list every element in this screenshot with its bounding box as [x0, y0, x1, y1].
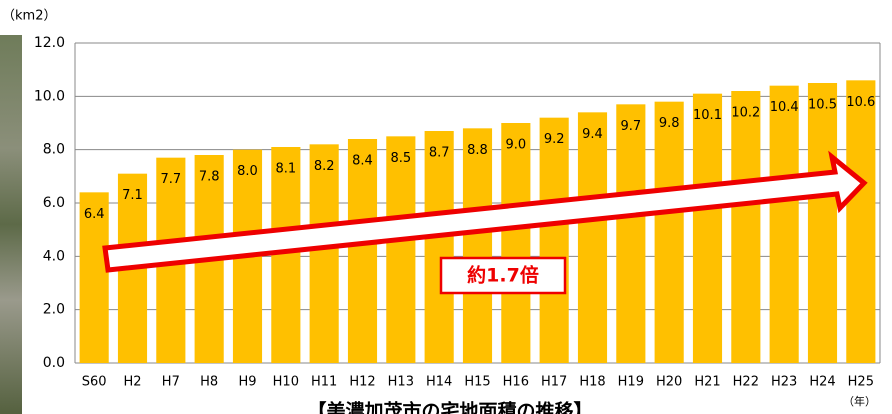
x-tick-label: H9	[238, 375, 256, 390]
photo-strip	[0, 35, 22, 414]
bar	[539, 117, 569, 364]
x-tick-label: H22	[733, 375, 759, 390]
plot: 0.0 2.0 4.0 6.0 8.0 10.0 12.0 S60 H2 H7 H8 H9 H10 H11…	[34, 35, 881, 390]
bar	[424, 131, 454, 363]
x-tick-label: H25	[848, 375, 874, 390]
x-tick-label: H16	[503, 375, 529, 390]
value-label: 7.7	[160, 172, 181, 187]
bar	[577, 112, 608, 363]
value-label: 8.4	[352, 154, 373, 169]
bar	[347, 139, 378, 363]
value-label: 10.6	[846, 95, 875, 110]
x-tick-label: H7	[162, 375, 180, 390]
value-label: 10.4	[770, 100, 799, 115]
x-tick-label: H11	[311, 375, 337, 390]
x-tick-label: H24	[809, 375, 835, 390]
bar	[501, 123, 531, 363]
bar	[692, 93, 723, 364]
y-tick-label: 6.0	[43, 195, 65, 211]
value-label: 7.1	[122, 188, 143, 203]
value-label: 9.2	[544, 132, 565, 147]
value-label: 6.4	[84, 207, 105, 222]
y-tick-label: 12.0	[34, 35, 65, 51]
value-label: 8.8	[467, 143, 488, 158]
x-tick-label: H2	[123, 375, 141, 390]
bar	[807, 83, 838, 363]
x-unit: （年）	[843, 394, 876, 408]
x-tick-label: S60	[82, 375, 107, 390]
value-label: 8.2	[314, 159, 335, 174]
y-tick-label: 8.0	[43, 142, 65, 158]
x-tick-label: H12	[349, 375, 375, 390]
value-label: 10.5	[808, 98, 837, 113]
x-tick-label: H10	[273, 375, 299, 390]
bar	[616, 104, 646, 363]
bar	[462, 128, 493, 363]
x-tick-label: H15	[464, 375, 490, 390]
annotation: 約1.7倍	[467, 264, 539, 287]
value-label: 7.8	[199, 170, 220, 185]
x-tick-label: H21	[694, 375, 720, 390]
bar	[654, 101, 684, 364]
x-tick-label: H20	[656, 375, 682, 390]
chart-title: 【美濃加茂市の宅地面積の推移】	[307, 400, 592, 414]
x-tick-label: H18	[579, 375, 605, 390]
value-label: 9.0	[505, 138, 526, 153]
x-tick-label: H13	[388, 375, 414, 390]
y-tick-label: 0.0	[43, 355, 65, 371]
trend-arrow	[102, 150, 868, 273]
value-label: 8.5	[390, 151, 411, 166]
bar	[769, 85, 799, 364]
y-tick-label: 10.0	[34, 88, 65, 104]
value-label: 8.7	[429, 146, 450, 161]
bar	[846, 80, 876, 363]
bar	[79, 192, 109, 363]
value-label: 10.2	[731, 106, 760, 121]
y-tick-label: 4.0	[43, 248, 65, 264]
bar	[386, 136, 416, 363]
bar	[731, 91, 761, 363]
x-tick-label: H14	[426, 375, 452, 390]
value-label: 9.8	[659, 116, 680, 131]
value-label: 9.7	[620, 119, 641, 134]
x-tick-label: H19	[618, 375, 644, 390]
y-unit: （km2）	[2, 9, 56, 24]
bar	[309, 144, 339, 363]
x-tick-label: H23	[771, 375, 797, 390]
x-tick-label: H8	[200, 375, 218, 390]
value-label: 8.0	[237, 164, 258, 179]
value-label: 8.1	[275, 162, 296, 177]
x-tick-label: H17	[541, 375, 567, 390]
value-label: 9.4	[582, 127, 603, 142]
value-label: 10.1	[693, 108, 722, 123]
bar	[271, 147, 301, 363]
y-tick-label: 2.0	[43, 302, 65, 318]
annotation-box	[439, 256, 567, 295]
